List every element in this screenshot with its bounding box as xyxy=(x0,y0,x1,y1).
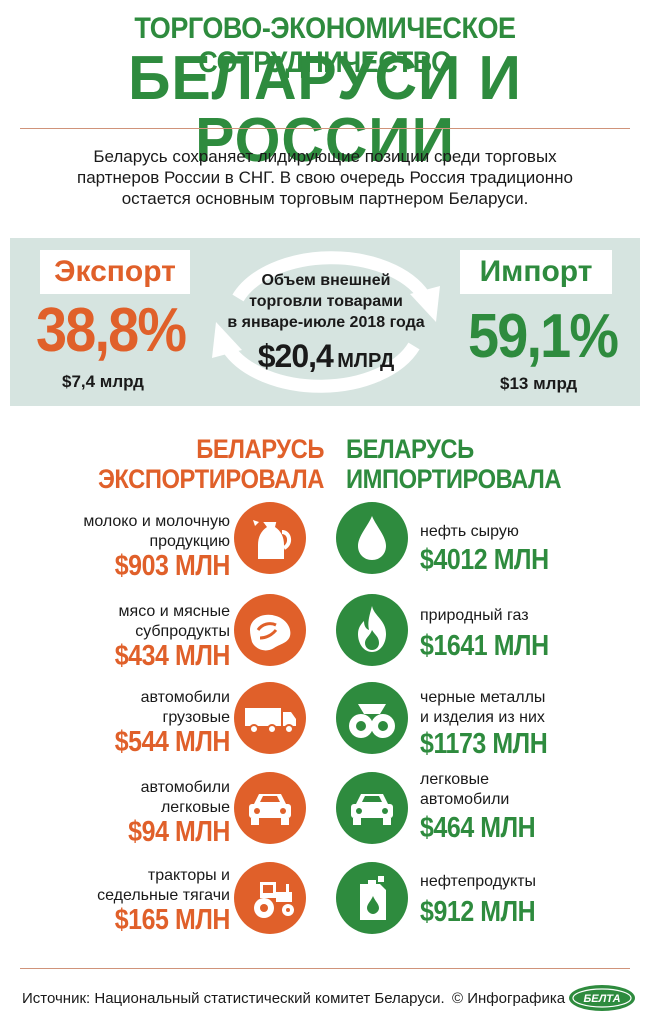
divider-top xyxy=(20,128,630,129)
import-item-icon xyxy=(336,862,408,934)
title-line-1: ТОРГОВО-ЭКОНОМИЧЕСКОЕ СОТРУДНИЧЕСТВО xyxy=(134,12,516,79)
import-item-label: нефть сырую xyxy=(420,522,640,542)
export-item-icon xyxy=(234,862,306,934)
import-item-label: природный газ xyxy=(420,606,640,626)
svg-text:БЕЛТА: БЕЛТА xyxy=(583,993,620,1005)
import-label: Импорт xyxy=(460,250,612,294)
trade-volume-number: $20,4 xyxy=(257,338,334,374)
trade-volume-line: торговли товарами xyxy=(249,293,403,310)
source-note: Источник: Национальный статистический ко… xyxy=(22,990,445,1007)
label-line: продукцию xyxy=(149,533,230,550)
exports-heading-line: БЕЛАРУСЬ xyxy=(196,434,324,464)
label-line: легковые xyxy=(160,799,230,816)
label-line: автомобили xyxy=(140,689,230,706)
export-share: 38,8% xyxy=(36,296,187,365)
label-line: автомобили xyxy=(420,791,510,808)
truck-icon xyxy=(245,708,296,734)
imports-heading-line: БЕЛАРУСЬ xyxy=(346,434,474,464)
steak-icon xyxy=(250,614,291,651)
label-line: легковые xyxy=(420,771,490,788)
car-icon xyxy=(249,794,291,825)
imports-heading: БЕЛАРУСЬ ИМПОРТИРОВАЛА xyxy=(346,434,610,494)
import-item-icon xyxy=(336,772,408,844)
tractor-icon xyxy=(254,882,294,918)
title-line-2: БЕЛАРУСИ И РОССИИ xyxy=(128,44,522,175)
exports-heading-line: ЭКСПОРТИРОВАЛА xyxy=(97,464,324,494)
label-line: нефтепродукты xyxy=(420,873,537,890)
imports-heading-line: ИМПОРТИРОВАЛА xyxy=(346,464,562,494)
label-line: седельные тягачи xyxy=(97,887,230,904)
import-item-label: нефтепродукты xyxy=(420,872,640,892)
belta-logo: БЕЛТА xyxy=(569,985,635,1011)
export-item-icon xyxy=(234,772,306,844)
lead-paragraph: Беларусь сохраняет лидирующие позиции ср… xyxy=(30,146,620,209)
import-item-value: $1173 МЛН xyxy=(420,728,548,760)
export-item-value: $94 МЛН xyxy=(128,816,230,848)
milk-jug-icon xyxy=(253,519,291,559)
exports-heading: БЕЛАРУСЬ ЭКСПОРТИРОВАЛА xyxy=(60,434,324,494)
import-item-label: черные металлы и изделия из них xyxy=(420,688,640,728)
import-item-value: $1641 МЛН xyxy=(420,630,549,662)
export-item-label: автомобили легковые xyxy=(10,778,230,818)
export-item-value: $903 МЛН xyxy=(114,550,231,582)
import-item-label: легковые автомобили xyxy=(420,770,640,810)
export-item-value: $544 МЛН xyxy=(114,726,231,758)
label-line: автомобили xyxy=(140,779,230,796)
lead-line: партнеров России в СНГ. В свою очередь Р… xyxy=(77,168,573,187)
flame-icon xyxy=(358,606,386,652)
trade-volume-line: в январе-июле 2018 года xyxy=(227,314,425,331)
cycle-arrows-icon xyxy=(212,251,440,393)
oil-canister-icon xyxy=(360,876,386,920)
label-line: и изделия из них xyxy=(420,709,545,726)
lead-line: Беларусь сохраняет лидирующие позиции ср… xyxy=(93,147,557,166)
label-line: тракторы и xyxy=(147,867,230,884)
export-item-label: тракторы и седельные тягачи xyxy=(10,866,230,906)
export-item-icon xyxy=(234,682,306,754)
import-item-value: $4012 МЛН xyxy=(420,544,549,576)
label-line: мясо и мясные xyxy=(118,603,230,620)
import-item-value: $464 МЛН xyxy=(420,812,536,844)
copyright-note: © Инфографика xyxy=(452,990,566,1007)
label-line: молоко и молочную xyxy=(83,513,230,530)
export-item-label: молоко и молочную продукцию xyxy=(10,512,230,552)
trade-volume-unit: МЛРД xyxy=(337,350,395,372)
import-item-icon xyxy=(336,682,408,754)
label-line: нефть сырую xyxy=(420,523,519,540)
export-item-icon xyxy=(234,594,306,666)
label-line: черные металлы xyxy=(420,689,546,706)
export-item-value: $434 МЛН xyxy=(114,640,231,672)
export-label: Экспорт xyxy=(40,250,190,294)
export-item-label: мясо и мясные субпродукты xyxy=(10,602,230,642)
trade-volume-value: $20,4 МЛРД xyxy=(210,338,442,375)
import-share: 59,1% xyxy=(468,302,619,371)
label-line: субпродукты xyxy=(135,623,230,640)
metal-coils-icon xyxy=(349,704,395,738)
car-icon xyxy=(351,794,393,825)
export-amount: $7,4 млрд xyxy=(62,372,144,391)
export-item-label: автомобили грузовые xyxy=(10,688,230,728)
label-line: природный газ xyxy=(420,607,529,624)
trade-volume-line: Объем внешней xyxy=(261,272,391,289)
import-amount: $13 млрд xyxy=(500,374,578,393)
lead-line: остается основным торговым партнером Бел… xyxy=(121,189,529,208)
export-item-value: $165 МЛН xyxy=(114,904,231,936)
import-item-icon xyxy=(336,502,408,574)
trade-volume-label: Объем внешней торговли товарами в январе… xyxy=(210,270,442,333)
label-line: грузовые xyxy=(162,709,230,726)
import-item-value: $912 МЛН xyxy=(420,896,536,928)
oil-drop-icon xyxy=(358,516,386,560)
export-item-icon xyxy=(234,502,306,574)
divider-bottom xyxy=(20,968,630,969)
import-item-icon xyxy=(336,594,408,666)
